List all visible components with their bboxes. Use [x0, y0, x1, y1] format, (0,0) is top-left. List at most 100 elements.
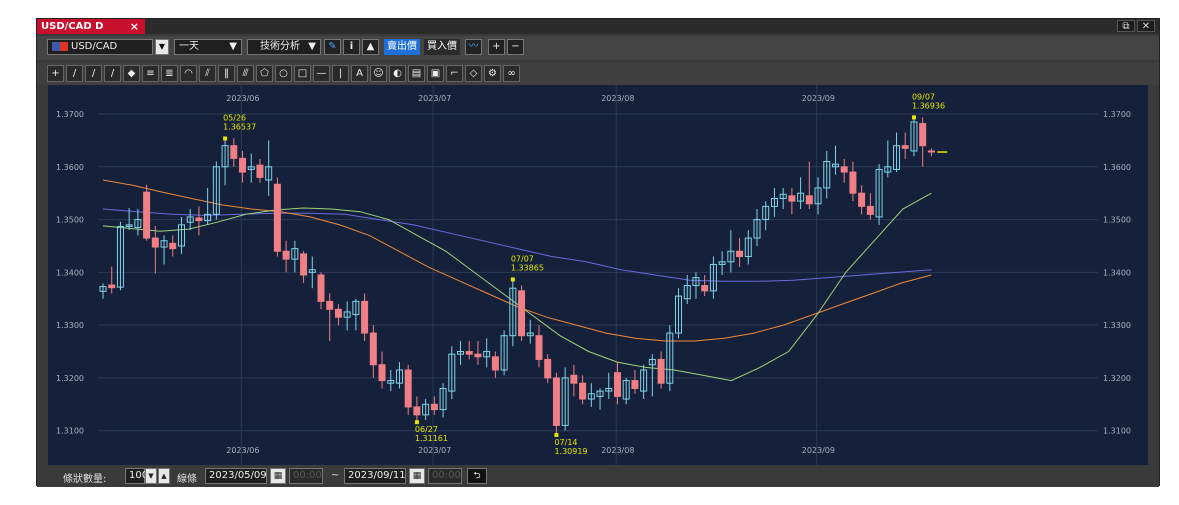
extended-line-tool[interactable]: / — [104, 65, 121, 82]
candle-body — [212, 166, 220, 215]
candle-body — [901, 145, 909, 149]
pencil-icon[interactable]: ✎ — [324, 39, 341, 55]
drawing-toolbar: + / / / ◆ ≡ ≣ ◠ ⫽ ‖ ⫻ ⬠ ○ □ — | A ☺ ◐ ▤ ▣ ⌐ ◇ ⚙ ∞ — [37, 63, 1159, 85]
candle-body — [823, 161, 831, 189]
y-tick-label-right: 1.3200 — [1103, 374, 1131, 383]
candlestick-chart[interactable]: 1.3700 1.3700 1.3600 1.3600 1.3500 1.3500 1.34… — [48, 85, 1148, 465]
candle-body — [753, 219, 761, 239]
hlines-tool[interactable]: ≡ — [142, 65, 159, 82]
fan-tool[interactable]: ⫽ — [199, 65, 216, 82]
count-up-icon[interactable]: ▲ — [158, 468, 170, 484]
candle-body — [893, 145, 901, 170]
candle-body — [544, 358, 552, 379]
candle-body — [448, 353, 456, 392]
candle-body — [334, 308, 342, 318]
mountain-icon[interactable]: ▲ — [362, 39, 379, 55]
chart-area[interactable]: 1.3700 1.3700 1.3600 1.3600 1.3500 1.3500 1.34… — [48, 85, 1148, 465]
tab-close-icon[interactable]: × — [129, 20, 139, 33]
symbol-select[interactable]: USD/CAD — [47, 39, 153, 55]
start-date-field[interactable]: 2023/05/09 — [205, 468, 267, 484]
candle-body — [116, 225, 124, 288]
wave-icon[interactable]: 〰 — [465, 39, 482, 55]
annotation-value: 1.30919 — [554, 447, 587, 456]
chart-tab[interactable]: USD/CAD D × — [37, 19, 145, 34]
candle-body — [474, 353, 482, 358]
delete-tool[interactable]: ▤ — [408, 65, 425, 82]
rectangle-tool[interactable]: □ — [294, 65, 311, 82]
symbol-dropdown-icon[interactable]: ▼ — [155, 39, 169, 55]
candle-body — [169, 242, 177, 250]
calendar-icon[interactable]: ▦ — [270, 468, 286, 484]
vlines-tool[interactable]: ‖ — [218, 65, 235, 82]
candle-body — [701, 285, 709, 292]
candle-body — [849, 171, 857, 194]
ma-slow-line — [102, 208, 932, 282]
horizontal-line-tool[interactable]: — — [313, 65, 330, 82]
candle-body — [352, 300, 360, 316]
y-tick-label-left: 1.3400 — [56, 268, 84, 277]
lock-tool[interactable]: ▣ — [427, 65, 444, 82]
period-range-label: 線條 — [177, 474, 197, 485]
y-tick-label-left: 1.3100 — [56, 427, 84, 436]
channel-tool[interactable]: ≣ — [161, 65, 178, 82]
ma-mid-line — [102, 179, 932, 342]
start-time-field[interactable]: 00:00 — [289, 468, 323, 484]
undo-icon[interactable]: ⮌ — [467, 468, 487, 484]
link-tool[interactable]: ∞ — [503, 65, 520, 82]
buy-price-button[interactable]: 買入價 — [424, 39, 460, 55]
close-window-icon[interactable]: ✕ — [1137, 20, 1155, 32]
restore-icon[interactable]: ⧉ — [1117, 20, 1135, 32]
annotation-marker — [414, 420, 419, 425]
brush-tool[interactable]: ⌐ — [446, 65, 463, 82]
count-down-icon[interactable]: ▼ — [145, 468, 157, 484]
zoom-out-glyph: − — [511, 41, 520, 52]
indicator-label: 技術分析 — [260, 41, 300, 52]
candle-body — [762, 205, 770, 221]
chevron-down-icon: ▼ — [229, 41, 237, 52]
candle-body — [814, 187, 822, 205]
vertical-line-tool[interactable]: | — [332, 65, 349, 82]
text-tool[interactable]: A — [351, 65, 368, 82]
sell-price-button[interactable]: 賣出價 — [384, 39, 420, 55]
y-tick-label-left: 1.3300 — [56, 321, 84, 330]
fib-arc-tool[interactable]: ◠ — [180, 65, 197, 82]
eraser-tool[interactable]: ◇ — [465, 65, 482, 82]
candle-body — [378, 364, 386, 382]
zoom-in-icon[interactable]: + — [488, 39, 505, 55]
ruler-tool[interactable]: ◆ — [123, 65, 140, 82]
candle-body — [177, 224, 185, 247]
title-bar: USD/CAD D × ⧉ ✕ — [37, 19, 1159, 34]
indicator-select[interactable]: 技術分析 ▼ — [247, 39, 321, 55]
info-icon[interactable]: i — [343, 39, 360, 55]
zoom-out-icon[interactable]: − — [507, 39, 524, 55]
candle-body — [404, 369, 412, 408]
candle-body — [535, 335, 543, 360]
annotation-date: 07/14 — [554, 438, 577, 447]
candle-body — [273, 183, 281, 252]
calendar-icon[interactable]: ▦ — [409, 468, 425, 484]
pentagon-tool[interactable]: ⬠ — [256, 65, 273, 82]
trend-line-tool[interactable]: / — [66, 65, 83, 82]
candle-body — [657, 358, 665, 384]
y-tick-label-right: 1.3100 — [1103, 427, 1131, 436]
annotation-date: 07/07 — [511, 254, 534, 263]
candle-body — [99, 286, 107, 292]
symbol-label: USD/CAD — [71, 41, 118, 52]
bar-count-value[interactable]: 100 — [125, 468, 148, 484]
candle-body — [457, 351, 465, 355]
annotation-marker — [510, 277, 515, 282]
candle-body — [666, 332, 674, 384]
end-time-field[interactable]: 00:00 — [428, 468, 462, 484]
ray-tool[interactable]: / — [85, 65, 102, 82]
settings-tool[interactable]: ⚙ — [484, 65, 501, 82]
period-select[interactable]: 一天 ▼ — [174, 39, 242, 55]
end-date-field[interactable]: 2023/09/11 — [344, 468, 406, 484]
candle-body — [640, 369, 648, 392]
crosshair-tool[interactable]: + — [47, 65, 64, 82]
circle-tool[interactable]: ○ — [275, 65, 292, 82]
candle-body — [300, 253, 308, 276]
icon-tool[interactable]: ☺ — [370, 65, 387, 82]
magnet-tool[interactable]: ◐ — [389, 65, 406, 82]
pitchfork-tool[interactable]: ⫻ — [237, 65, 254, 82]
candle-body — [413, 406, 421, 416]
